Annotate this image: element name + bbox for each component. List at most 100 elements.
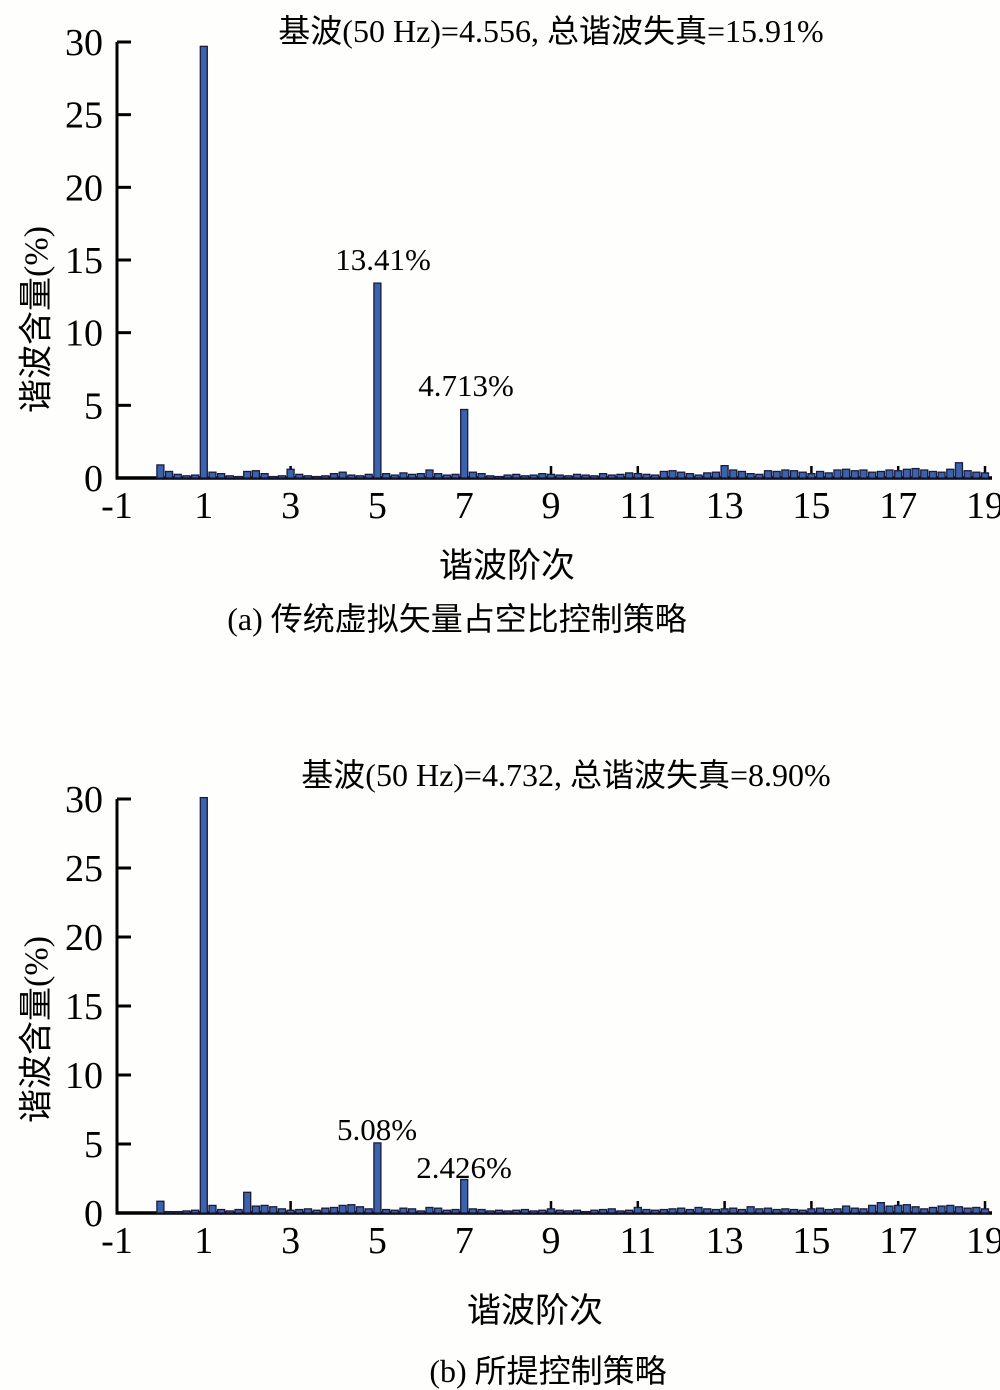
- harmonic-bar: [798, 1209, 807, 1214]
- harmonic-bar: [321, 1207, 330, 1214]
- harmonic-bar: [911, 1206, 920, 1214]
- harmonic-bar: [607, 1208, 616, 1214]
- harmonic-bar: [859, 469, 868, 479]
- harmonic-bar: [824, 1208, 833, 1214]
- harmonic-bar: [624, 1209, 634, 1214]
- harmonic-bar: [407, 473, 417, 479]
- harmonic-bar: [729, 1207, 738, 1214]
- harmonic-bar: [269, 1206, 278, 1214]
- harmonic-bar: [208, 471, 217, 479]
- harmonic-bar: [954, 1206, 964, 1214]
- x-tick-label: 13: [706, 1220, 744, 1262]
- harmonic-bar: [329, 1206, 339, 1214]
- harmonic-bar: [442, 474, 451, 479]
- harmonic-bar: [633, 472, 642, 479]
- harmonic-bar: [581, 474, 590, 479]
- harmonic-bar: [642, 473, 651, 479]
- harmonic-bar: [833, 469, 842, 479]
- harmonic-bar: [234, 475, 243, 479]
- harmonic-bar: [555, 474, 564, 479]
- x-tick-label: -1: [101, 1220, 133, 1262]
- harmonic-bar: [755, 473, 764, 479]
- y-tick-label: 5: [84, 385, 103, 427]
- harmonic-bar: [416, 1210, 425, 1214]
- harmonic-bar: [217, 1208, 226, 1214]
- harmonic-bar: [503, 1210, 512, 1214]
- harmonic-bar: [390, 474, 399, 479]
- harmonic-bar: [824, 472, 833, 479]
- x-tick-label: 17: [879, 485, 917, 527]
- harmonic-bar: [538, 472, 547, 479]
- harmonic-bar: [347, 1204, 356, 1214]
- harmonic-bar: [928, 470, 938, 479]
- harmonic-bar: [164, 470, 174, 479]
- harmonic-bar: [755, 1208, 764, 1214]
- harmonic-bar: [972, 1206, 981, 1214]
- harmonic-bar: [416, 472, 425, 479]
- harmonic-bar: [694, 474, 703, 479]
- harmonic-bar: [703, 472, 712, 479]
- chart-b-x-axis-label: 谐波阶次: [467, 1293, 603, 1330]
- harmonic-bar: [763, 470, 773, 479]
- harmonic-bar: [616, 473, 625, 479]
- harmonic-bar: [355, 1206, 365, 1214]
- harmonic-bar: [651, 1209, 660, 1214]
- harmonic-bar: [711, 471, 721, 479]
- harmonic-bar: [173, 473, 182, 479]
- harmonic-bar: [364, 1208, 373, 1214]
- harmonic-bar: [972, 471, 981, 479]
- x-tick-label: -1: [101, 485, 133, 527]
- harmonic-bar: [251, 1205, 261, 1214]
- y-tick-label: 0: [84, 458, 103, 500]
- harmonic-bar: [737, 470, 747, 479]
- y-tick-label: 5: [84, 1124, 103, 1166]
- harmonic-bar: [746, 1206, 755, 1214]
- harmonic-bar: [260, 472, 269, 479]
- harmonic-bar: [243, 470, 252, 479]
- harmonic-bar: [633, 1206, 642, 1214]
- x-tick-label: 1: [194, 485, 213, 527]
- harmonic-bar: [199, 796, 208, 1214]
- harmonic-bar: [815, 1207, 825, 1214]
- harmonic-bar: [434, 1207, 443, 1214]
- harmonic-bar: [555, 1209, 564, 1214]
- harmonic-bar: [190, 474, 200, 479]
- harmonic-bar: [590, 1209, 599, 1214]
- x-tick-label: 19: [966, 1220, 1000, 1262]
- harmonic-bar: [685, 1208, 695, 1214]
- harmonic-bar: [399, 472, 408, 479]
- harmonic-bar: [381, 472, 391, 479]
- harmonic-bar: [156, 464, 165, 479]
- harmonic-bar: [833, 1208, 842, 1214]
- harmonic-bar: [885, 1205, 894, 1214]
- harmonic-bar: [243, 1191, 252, 1214]
- harmonic-bar: [182, 1210, 191, 1214]
- harmonic-bar: [277, 475, 287, 479]
- harmonic-bar: [295, 473, 304, 479]
- harmonic-bar: [434, 472, 443, 479]
- harmonic-bar: [954, 462, 964, 479]
- harmonic-bar: [685, 472, 695, 479]
- harmonic-bar: [295, 1208, 304, 1214]
- harmonic-bar: [477, 1208, 486, 1214]
- harmonic-bar: [668, 1208, 677, 1214]
- harmonic-bar: [841, 1205, 851, 1214]
- x-tick-label: 7: [455, 485, 474, 527]
- harmonic-bar: [963, 1207, 972, 1214]
- harmonic-bar: [894, 470, 903, 479]
- harmonic-bar: [399, 1207, 408, 1214]
- harmonic-bar: [868, 471, 877, 479]
- chart-b-caption: (b) 所提控制策略: [429, 1353, 667, 1389]
- harmonic-bar: [156, 1200, 165, 1214]
- harmonic-bar: [303, 475, 313, 479]
- harmonic-bar: [572, 1209, 582, 1214]
- harmonic-bar: [442, 1209, 451, 1214]
- y-tick-label: 15: [65, 986, 103, 1028]
- harmonic-bar: [963, 470, 972, 479]
- harmonic-bar: [894, 1204, 903, 1214]
- harmonic-bar: [269, 475, 278, 479]
- harmonic-bar: [668, 470, 677, 479]
- harmonic-bar: [850, 1207, 859, 1214]
- harmonic-bar: [364, 473, 373, 479]
